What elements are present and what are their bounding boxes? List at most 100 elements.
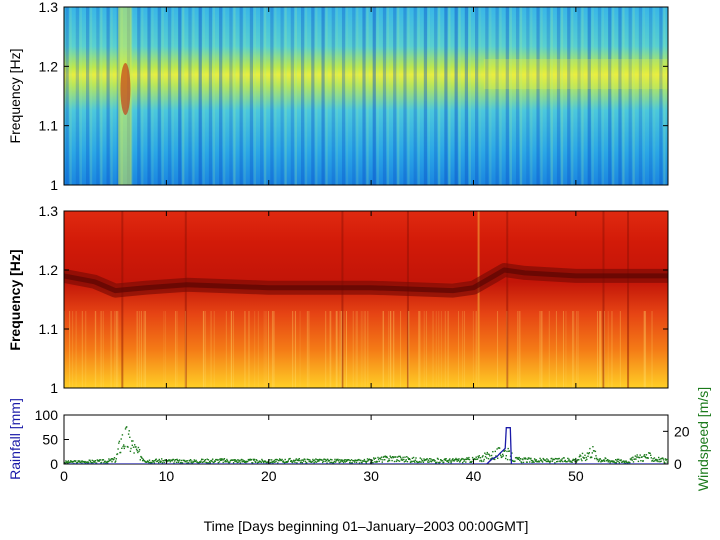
- texture-line: [100, 311, 102, 388]
- windspeed-point: [645, 456, 647, 459]
- windspeed-point: [253, 458, 256, 461]
- stripe-light: [79, 7, 82, 185]
- windspeed-point: [463, 460, 465, 462]
- stripe-dark: [311, 7, 315, 185]
- windspeed-point: [337, 460, 340, 462]
- windspeed-point: [489, 455, 491, 457]
- windspeed-point: [578, 459, 580, 461]
- panel2-frame: [63, 210, 669, 389]
- windspeed-point: [206, 458, 208, 460]
- windspeed-point: [635, 458, 637, 460]
- windspeed-point: [560, 460, 563, 462]
- windspeed-point: [522, 458, 524, 461]
- windspeed-point: [139, 459, 141, 461]
- windspeed-point: [556, 458, 558, 460]
- windspeed-point: [541, 460, 543, 462]
- windspeed-point: [555, 458, 557, 460]
- y-tick-label: 1.3: [39, 203, 59, 219]
- windspeed-point: [652, 458, 654, 460]
- windspeed-point: [413, 460, 415, 462]
- windspeed-point: [80, 461, 82, 464]
- windspeed-point: [404, 460, 407, 462]
- stripe-dark: [270, 7, 274, 185]
- windspeed-point: [330, 461, 332, 464]
- texture-line: [548, 311, 550, 388]
- windspeed-point: [158, 458, 160, 461]
- windspeed-point: [409, 458, 411, 461]
- windspeed-point: [492, 451, 494, 453]
- windspeed-point: [279, 459, 281, 461]
- windspeed-point: [660, 460, 662, 462]
- windspeed-point: [630, 459, 632, 461]
- windspeed-point: [420, 458, 423, 460]
- windspeed-point: [191, 462, 194, 464]
- y-tick-label: 1.1: [39, 118, 59, 134]
- windspeed-point: [247, 458, 250, 461]
- panel1-x-ticks: [63, 7, 577, 185]
- stripe-light: [325, 7, 328, 185]
- windspeed-point: [209, 460, 211, 463]
- stripe-dark: [362, 7, 366, 185]
- windspeed-point: [67, 460, 70, 462]
- windspeed-point: [637, 456, 639, 458]
- windspeed-point: [595, 457, 598, 459]
- windspeed-point: [613, 460, 615, 462]
- windspeed-point: [84, 460, 86, 463]
- windspeed-point: [572, 458, 574, 461]
- windspeed-point: [541, 461, 544, 463]
- windspeed-point: [586, 452, 589, 454]
- rainfall-axis-label: Rainfall [mm]: [7, 398, 23, 480]
- windspeed-point: [94, 461, 96, 463]
- windspeed-point: [662, 457, 664, 460]
- windspeed-point: [243, 460, 245, 462]
- windspeed-point: [180, 459, 183, 462]
- windspeed-point: [219, 458, 221, 460]
- windspeed-point: [294, 461, 296, 464]
- windspeed-point: [586, 458, 588, 461]
- windspeed-point: [234, 459, 237, 461]
- windspeed-point: [148, 459, 151, 461]
- windspeed-point: [298, 458, 300, 460]
- windspeed-point: [564, 460, 566, 462]
- windspeed-point: [653, 457, 656, 459]
- texture-line: [115, 311, 117, 388]
- windspeed-point: [308, 460, 310, 463]
- windspeed-point: [126, 426, 128, 428]
- texture-line: [506, 311, 508, 388]
- windspeed-point: [575, 457, 577, 460]
- texture-line: [382, 311, 384, 388]
- windspeed-point: [220, 459, 222, 461]
- windspeed-point: [436, 461, 438, 463]
- windspeed-point: [373, 457, 375, 459]
- windspeed-point: [369, 462, 372, 464]
- windspeed-point: [624, 460, 626, 463]
- windspeed-point: [584, 459, 587, 462]
- stripe-light: [356, 7, 359, 185]
- stripe-dark: [434, 7, 438, 185]
- texture-line: [573, 311, 575, 388]
- windspeed-point: [205, 462, 208, 464]
- windspeed-point: [176, 458, 178, 461]
- windspeed-point: [500, 454, 502, 457]
- stripe-light: [417, 7, 420, 185]
- windspeed-point: [256, 459, 258, 462]
- texture-line: [539, 311, 541, 388]
- texture-line: [116, 311, 118, 388]
- stripe-light: [223, 7, 226, 185]
- stripe-light: [540, 7, 543, 185]
- windspeed-point: [318, 460, 320, 462]
- windspeed-point: [384, 459, 386, 461]
- windspeed-point: [329, 461, 331, 464]
- windspeed-point: [264, 460, 267, 463]
- windspeed-point: [657, 460, 659, 463]
- stripe-dark: [229, 7, 233, 185]
- windspeed-point: [397, 459, 399, 462]
- windspeed-point: [107, 462, 109, 464]
- stripe-light: [69, 7, 72, 185]
- windspeed-point: [89, 460, 92, 463]
- windspeed-point: [260, 461, 262, 464]
- windspeed-point: [324, 460, 326, 463]
- stripe-dark: [341, 7, 346, 185]
- windspeed-point: [81, 462, 83, 464]
- windspeed-point: [522, 461, 525, 464]
